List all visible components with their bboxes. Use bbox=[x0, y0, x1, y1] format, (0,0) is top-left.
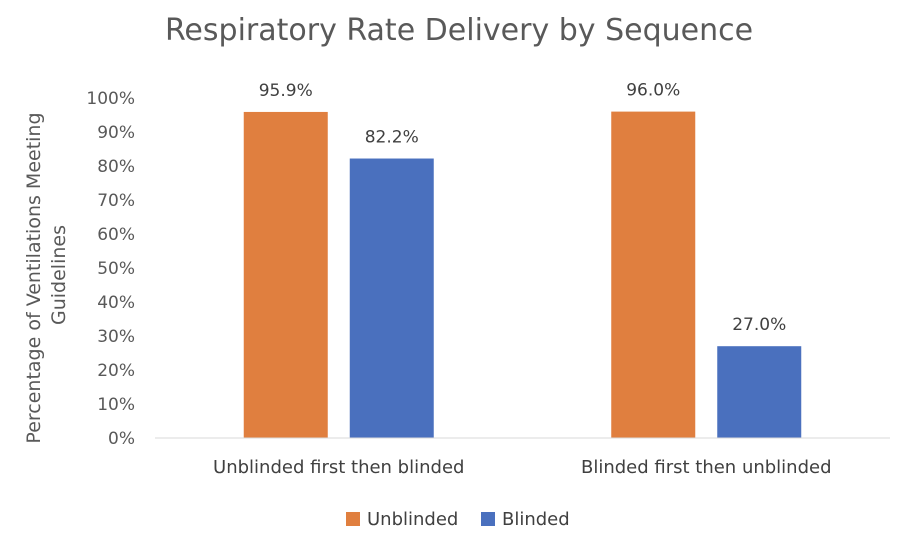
y-axis-label-line-1: Percentage of Ventilations Meeting bbox=[23, 112, 45, 443]
data-label: 82.2% bbox=[365, 128, 419, 148]
bar bbox=[611, 111, 696, 438]
bars: 95.9% 82.2% 96.0% 27.0% bbox=[243, 81, 802, 438]
chart-title: Respiratory Rate Delivery by Sequence bbox=[165, 13, 753, 48]
y-tick-label: 60% bbox=[97, 225, 135, 245]
y-axis-label: Percentage of Ventilations Meeting Guide… bbox=[23, 106, 70, 443]
bar bbox=[349, 158, 434, 438]
legend-label: Unblinded bbox=[367, 509, 458, 530]
x-tick-label: Unblinded first then blinded bbox=[213, 457, 464, 478]
legend-swatch bbox=[346, 512, 360, 526]
y-tick-label: 70% bbox=[97, 191, 135, 211]
data-label: 95.9% bbox=[259, 81, 313, 101]
y-tick-label: 30% bbox=[97, 327, 135, 347]
y-tick-label: 80% bbox=[97, 157, 135, 177]
x-tick-label: Blinded first then unblinded bbox=[581, 457, 832, 478]
y-tick-label: 20% bbox=[97, 361, 135, 381]
data-label: 27.0% bbox=[732, 315, 786, 335]
y-tick-label: 100% bbox=[86, 89, 135, 109]
x-axis-ticks: Unblinded first then blinded Blinded firs… bbox=[213, 457, 831, 478]
legend: Unblinded Blinded bbox=[346, 509, 570, 530]
y-tick-label: 0% bbox=[108, 429, 135, 449]
bar bbox=[243, 111, 328, 438]
y-tick-label: 50% bbox=[97, 259, 135, 279]
y-axis-label-line-2: Guidelines bbox=[48, 225, 70, 325]
y-axis-ticks: 0% 10% 20% 30% 40% 50% 60% 70% 80% 90% 100% bbox=[86, 89, 135, 449]
data-label: 96.0% bbox=[626, 81, 680, 101]
bar bbox=[717, 346, 802, 438]
y-tick-label: 10% bbox=[97, 395, 135, 415]
y-tick-label: 40% bbox=[97, 293, 135, 313]
legend-label: Blinded bbox=[502, 509, 570, 530]
y-tick-label: 90% bbox=[97, 123, 135, 143]
legend-swatch bbox=[481, 512, 495, 526]
